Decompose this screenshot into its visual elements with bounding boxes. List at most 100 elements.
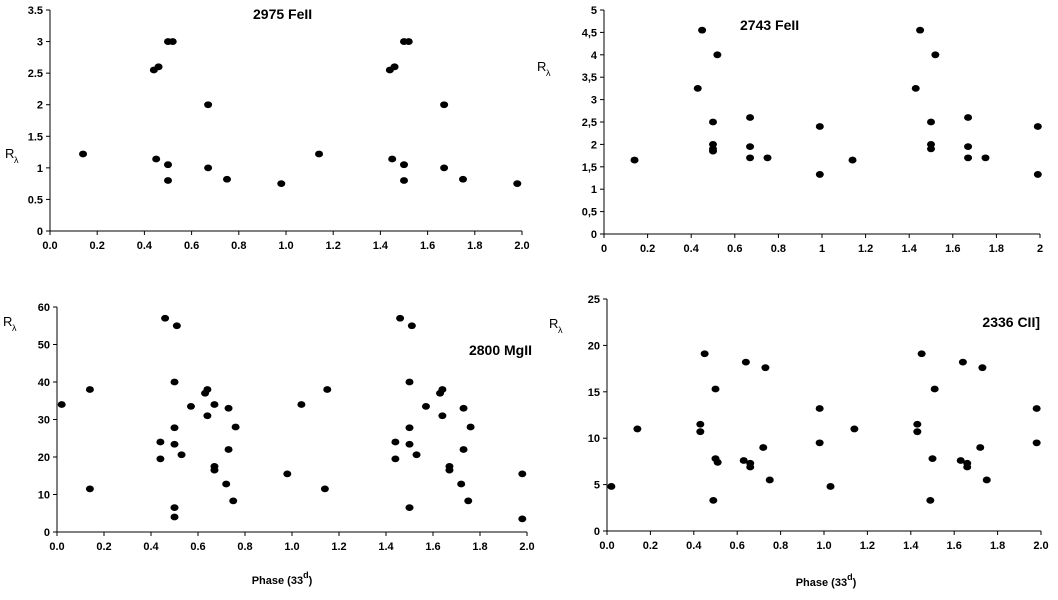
data-point	[400, 177, 408, 184]
x-tick-label: 2.0	[1033, 540, 1048, 552]
data-point	[759, 444, 768, 451]
y-tick-label: 4	[591, 50, 598, 62]
x-tick-label: 0.4	[143, 541, 159, 553]
data-point	[815, 123, 824, 130]
data-point	[964, 143, 973, 151]
data-point	[763, 154, 772, 162]
panel-title: 2975 FeII	[253, 6, 312, 22]
x-axis-label: Phase (33d)	[252, 570, 313, 587]
data-point	[400, 161, 408, 169]
data-point	[223, 175, 231, 183]
x-axis-label: Phase (33d)	[796, 572, 857, 589]
data-point	[85, 485, 94, 493]
data-point	[391, 455, 400, 463]
x-tick-label: 0.0	[49, 541, 64, 553]
x-tick-label: 2.0	[514, 240, 529, 252]
y-tick-label: 1.5	[28, 131, 43, 143]
data-point	[746, 114, 755, 121]
data-point	[231, 423, 240, 431]
data-point	[978, 364, 987, 372]
y-tick-label: 1	[37, 163, 43, 175]
data-point	[926, 496, 935, 504]
y-axis-label: R	[549, 316, 558, 331]
data-point	[963, 463, 972, 471]
y-tick-label: 2	[591, 139, 597, 151]
data-point	[761, 364, 770, 372]
y-tick-label: 0	[591, 229, 597, 241]
data-point	[927, 118, 935, 126]
x-tick-label: 1	[819, 243, 825, 255]
y-tick-label: 0	[594, 526, 600, 538]
x-tick-label: 0.2	[96, 541, 111, 553]
x-tick-label: 0.2	[90, 240, 105, 252]
x-tick-label: 2	[1037, 243, 1043, 255]
x-tick-label: 1.6	[420, 240, 435, 252]
data-point	[964, 154, 973, 162]
data-point	[277, 180, 286, 188]
data-point	[388, 155, 397, 163]
y-tick-label: 10	[588, 433, 600, 445]
data-point	[404, 38, 413, 45]
data-point	[518, 470, 527, 478]
x-tick-label: 0.0	[599, 540, 614, 552]
data-point	[85, 386, 94, 393]
data-point	[976, 444, 985, 451]
data-point	[815, 171, 824, 178]
x-tick-label: 1.0	[816, 540, 831, 552]
x-tick-label: 0	[601, 243, 607, 255]
data-point	[152, 155, 161, 163]
y-tick-label: 10	[38, 490, 50, 502]
data-point	[186, 402, 195, 410]
data-point	[916, 26, 925, 34]
y-tick-label: 0,5	[582, 207, 597, 219]
x-tick-label: 1.4	[373, 240, 389, 252]
data-point	[746, 154, 755, 162]
data-point	[630, 156, 639, 164]
data-point	[315, 150, 324, 158]
data-point	[913, 420, 922, 428]
x-tick-label: 0.8	[231, 240, 246, 252]
data-point	[850, 425, 859, 433]
data-point	[412, 451, 421, 459]
data-point	[172, 322, 181, 330]
y-tick-label: 0.5	[28, 194, 43, 206]
data-point	[746, 463, 755, 471]
x-tick-label: 1.8	[989, 243, 1004, 255]
panel-title: 2743 FeII	[740, 17, 799, 33]
data-point	[815, 439, 824, 447]
data-point	[746, 143, 755, 151]
data-point	[930, 385, 939, 393]
y-tick-label: 60	[38, 302, 50, 314]
x-tick-label: 0.8	[773, 540, 788, 552]
data-point	[693, 85, 702, 92]
y-tick-label: 4,5	[582, 27, 597, 39]
data-point	[297, 401, 306, 408]
data-point	[696, 420, 705, 428]
x-tick-label: 0.8	[771, 243, 786, 255]
y-tick-label: 2,5	[582, 117, 597, 129]
data-point	[518, 515, 527, 523]
y-tick-label: 30	[38, 415, 50, 427]
data-point	[79, 150, 88, 158]
data-point	[956, 457, 965, 464]
data-point	[156, 438, 165, 446]
x-tick-label: 0.6	[190, 541, 205, 553]
data-point	[696, 428, 705, 436]
data-point	[204, 101, 213, 109]
y-tick-label: 50	[38, 340, 50, 352]
data-point	[1032, 405, 1041, 412]
data-point	[445, 466, 454, 474]
data-point	[741, 358, 750, 366]
data-point	[210, 401, 219, 408]
data-point	[438, 412, 447, 420]
data-point	[283, 470, 292, 478]
data-point	[700, 350, 709, 358]
data-point	[177, 451, 186, 459]
data-point	[164, 177, 172, 184]
data-point	[164, 161, 172, 169]
panel-3: 0.0 0.2 0.4 0.6 0.8 1.0 1.2 1.4 1.6 1.8 2.0 0 10 20 30…	[3, 302, 535, 587]
data-point	[1033, 171, 1042, 178]
x-tick-label: 0.4	[137, 240, 153, 252]
x-tick-label: 1.6	[945, 243, 960, 255]
x-tick-label: 0.8	[237, 541, 252, 553]
